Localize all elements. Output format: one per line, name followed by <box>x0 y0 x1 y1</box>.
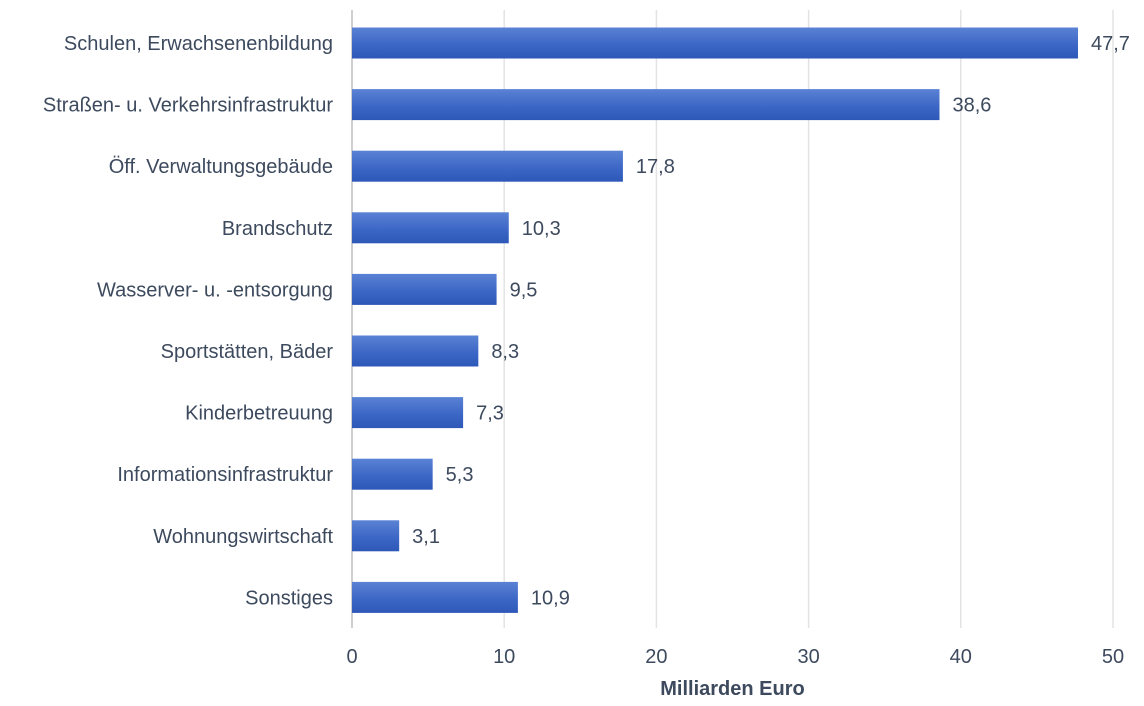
value-labels: 47,7 38,6 17,8 10,3 9,5 8,3 7,3 5,3 3,1 10,9 <box>412 33 1130 609</box>
value-label-5: 8,3 <box>491 341 519 363</box>
x-tick-label-50: 50 <box>1102 646 1124 668</box>
category-label-1: Straßen- u. Verkehrsinfrastruktur <box>43 95 333 117</box>
category-label-6: Kinderbetreuung <box>185 403 333 425</box>
value-label-1: 38,6 <box>952 95 991 117</box>
bar-9 <box>352 581 518 613</box>
bar-2 <box>352 150 623 182</box>
bar-5 <box>352 335 479 367</box>
x-axis-title: Milliarden Euro <box>660 678 804 700</box>
category-labels: Schulen, Erwachsenenbildung Straßen- u. V… <box>43 33 334 609</box>
value-label-2: 17,8 <box>636 156 675 178</box>
category-label-4: Wasserver- u. -entsorgung <box>97 279 333 301</box>
x-tick-label-10: 10 <box>493 646 515 668</box>
value-label-0: 47,7 <box>1091 33 1130 55</box>
bar-3 <box>352 212 509 244</box>
value-label-4: 9,5 <box>510 279 538 301</box>
bar-1 <box>352 89 940 121</box>
bar-0 <box>352 27 1078 59</box>
bars <box>352 27 1078 613</box>
bar-7 <box>352 458 433 490</box>
value-label-6: 7,3 <box>476 403 504 425</box>
x-tick-label-40: 40 <box>950 646 972 668</box>
x-tick-label-20: 20 <box>645 646 667 668</box>
category-label-9: Sonstiges <box>245 587 333 609</box>
category-label-2: Öff. Verwaltungsgebäude <box>109 156 333 178</box>
x-axis-tick-labels: 0 10 20 30 40 50 <box>346 646 1124 668</box>
bar-6 <box>352 397 464 429</box>
value-label-7: 5,3 <box>446 464 474 486</box>
value-label-9: 10,9 <box>531 587 570 609</box>
value-label-8: 3,1 <box>412 526 440 548</box>
category-label-8: Wohnungswirtschaft <box>153 526 333 548</box>
bar-8 <box>352 520 400 552</box>
category-label-0: Schulen, Erwachsenenbildung <box>64 33 333 55</box>
x-tick-label-0: 0 <box>346 646 357 668</box>
category-label-3: Brandschutz <box>222 218 333 240</box>
value-label-3: 10,3 <box>522 218 561 240</box>
category-label-7: Informationsinfrastruktur <box>117 464 333 486</box>
bar-4 <box>352 273 497 305</box>
category-label-5: Sportstätten, Bäder <box>161 341 334 363</box>
x-tick-label-30: 30 <box>797 646 819 668</box>
